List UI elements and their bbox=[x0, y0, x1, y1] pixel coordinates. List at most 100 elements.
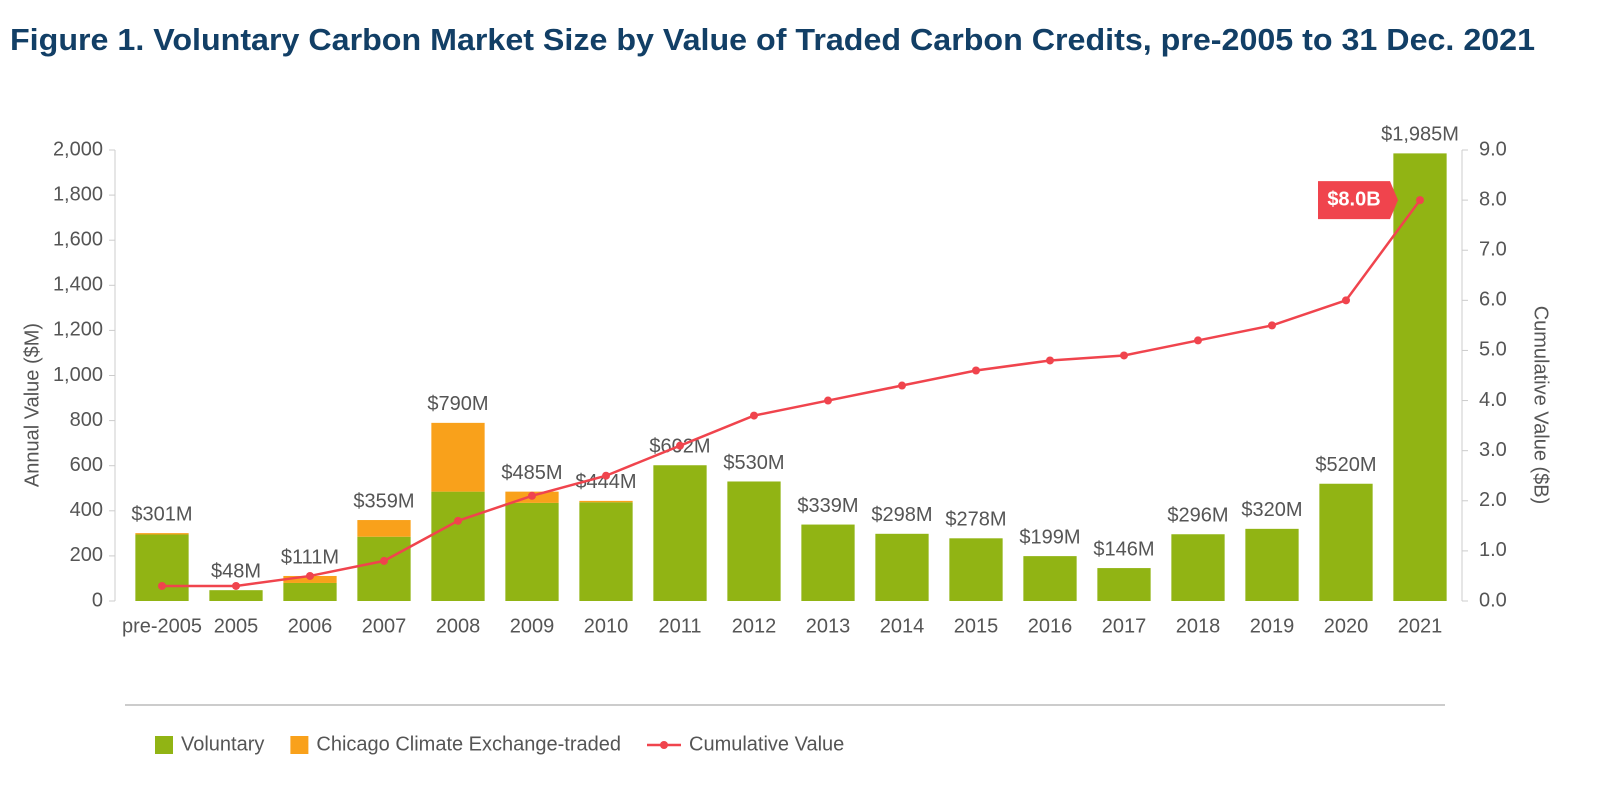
y2-tick-label: 2.0 bbox=[1479, 489, 1507, 511]
total-label: $296M bbox=[1167, 505, 1228, 527]
x-tick-label: 2021 bbox=[1398, 615, 1443, 637]
y-tick-label: 800 bbox=[70, 409, 103, 431]
legend-label: Chicago Climate Exchange-traded bbox=[316, 733, 621, 755]
x-tick-label: 2008 bbox=[436, 615, 481, 637]
bar-segment bbox=[727, 481, 781, 601]
legend-label: Voluntary bbox=[181, 733, 264, 755]
y2-tick-label: 1.0 bbox=[1479, 539, 1507, 561]
y2-tick-label: 4.0 bbox=[1479, 389, 1507, 411]
y-tick-label: 2,000 bbox=[53, 138, 103, 160]
x-tick-label: 2011 bbox=[658, 615, 701, 637]
bar-segment bbox=[579, 502, 633, 601]
total-label: $339M bbox=[797, 495, 858, 517]
total-label: $790M bbox=[427, 393, 488, 415]
y-tick-label: 1,400 bbox=[53, 274, 103, 296]
x-tick-label: 2015 bbox=[954, 615, 999, 637]
x-tick-label: 2006 bbox=[288, 615, 333, 637]
line-point bbox=[454, 516, 462, 525]
x-tick-label: 2017 bbox=[1102, 615, 1147, 637]
y-axis-label: Annual Value ($M) bbox=[21, 323, 43, 487]
line-point bbox=[232, 581, 240, 590]
bar-segment bbox=[135, 534, 189, 601]
bar-segment bbox=[209, 590, 263, 601]
line-point bbox=[1416, 196, 1424, 205]
x-tick-label: 2007 bbox=[362, 615, 407, 637]
bar-segment bbox=[1023, 556, 1077, 601]
bar-segment bbox=[1393, 153, 1447, 601]
line-point bbox=[1120, 351, 1128, 360]
y-tick-label: 1,600 bbox=[53, 228, 103, 250]
bar-segment bbox=[283, 582, 337, 601]
x-tick-label: 2019 bbox=[1250, 615, 1295, 637]
legend-label: Cumulative Value bbox=[689, 733, 844, 755]
legend-swatch bbox=[290, 736, 309, 754]
bar-segment bbox=[653, 465, 707, 601]
x-tick-label: 2013 bbox=[806, 615, 851, 637]
total-label: $111M bbox=[281, 546, 339, 568]
total-label: $320M bbox=[1241, 499, 1302, 521]
y-tick-label: 1,000 bbox=[53, 364, 103, 386]
x-tick-label: 2009 bbox=[510, 615, 555, 637]
line bbox=[162, 199, 1422, 588]
bar-segment bbox=[949, 538, 1003, 601]
bar-segment bbox=[579, 500, 633, 503]
line-point bbox=[750, 411, 758, 420]
legend-swatch bbox=[155, 736, 173, 754]
total-label: $485M bbox=[501, 462, 562, 484]
y2-tick-label: 9.0 bbox=[1479, 138, 1507, 160]
x-tick-label: 2016 bbox=[1028, 615, 1073, 637]
x-tick-label: 2005 bbox=[214, 615, 259, 637]
x-tick-label: 2018 bbox=[1176, 615, 1221, 637]
bar-segment bbox=[431, 491, 485, 601]
total-label: $298M bbox=[871, 504, 932, 526]
line-point bbox=[1046, 356, 1054, 365]
bar-segment bbox=[1171, 534, 1225, 601]
bar-segment bbox=[1097, 568, 1151, 601]
y-tick-label: 0 bbox=[92, 589, 103, 611]
y2-tick-label: 0.0 bbox=[1479, 589, 1507, 611]
bar-segment bbox=[1319, 483, 1373, 601]
line-point bbox=[158, 581, 166, 590]
line-point bbox=[1342, 296, 1350, 305]
total-label: $444M bbox=[575, 471, 636, 493]
bar-segment bbox=[801, 524, 855, 601]
bar-segment bbox=[357, 536, 411, 601]
bar-segment bbox=[505, 502, 559, 601]
y2-tick-label: 6.0 bbox=[1479, 289, 1507, 311]
line-point bbox=[380, 556, 388, 565]
x-tick-label: 2012 bbox=[732, 615, 777, 637]
total-label: $359M bbox=[353, 490, 414, 512]
y-tick-label: 600 bbox=[70, 454, 103, 476]
chart-title: Figure 1. Voluntary Carbon Market Size b… bbox=[10, 22, 1535, 57]
line-point bbox=[602, 471, 610, 480]
bar-segment bbox=[357, 520, 411, 537]
bar-segment bbox=[135, 533, 189, 535]
bar-segment bbox=[431, 422, 485, 492]
line-point bbox=[898, 381, 906, 390]
y-tick-label: 1,200 bbox=[53, 319, 103, 341]
total-label: $1,985M bbox=[1381, 124, 1459, 146]
y2-axis-label: Cumulative Value ($B) bbox=[1530, 306, 1552, 505]
total-label: $301M bbox=[131, 503, 192, 525]
x-tick-label: 2020 bbox=[1324, 615, 1369, 637]
annotation-box bbox=[1318, 181, 1398, 220]
line-point bbox=[1268, 321, 1276, 330]
x-tick-label: 2014 bbox=[880, 615, 925, 637]
total-label: $146M bbox=[1093, 538, 1154, 560]
line-point bbox=[824, 396, 832, 405]
line-point bbox=[1194, 336, 1202, 345]
total-label: $520M bbox=[1315, 454, 1376, 476]
bar-segment bbox=[875, 533, 929, 601]
y2-tick-label: 5.0 bbox=[1479, 339, 1507, 361]
line-point bbox=[676, 441, 684, 450]
y-tick-label: 200 bbox=[70, 544, 103, 566]
total-label: $48M bbox=[211, 560, 261, 582]
line-point bbox=[972, 366, 980, 375]
x-tick-label: pre-2005 bbox=[122, 615, 202, 637]
y-tick-label: 400 bbox=[70, 499, 103, 521]
legend-marker bbox=[660, 741, 668, 749]
total-label: $199M bbox=[1019, 526, 1080, 548]
annotation: $8.0B bbox=[1327, 188, 1380, 210]
y2-tick-label: 8.0 bbox=[1479, 188, 1507, 210]
